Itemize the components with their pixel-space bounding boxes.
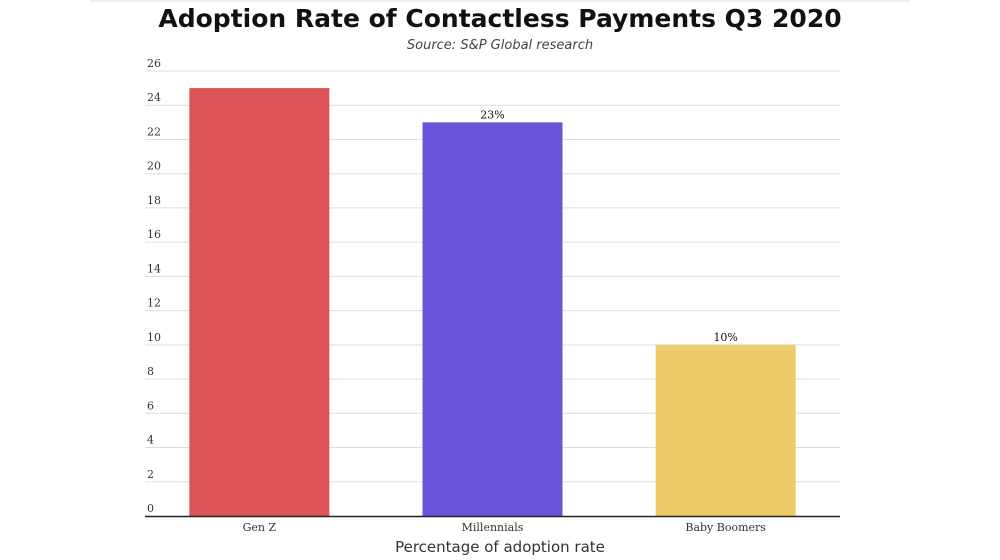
y-tick-label: 18: [147, 194, 161, 207]
bar-baby-boomers: [655, 344, 796, 516]
y-tick-label: 2: [147, 468, 154, 481]
y-tick-label: 16: [147, 228, 161, 241]
y-tick-label: 10: [147, 331, 161, 344]
x-category-label: Millennials: [462, 521, 524, 534]
y-tick-label: 0: [147, 502, 154, 515]
x-axis-title: Percentage of adoption rate: [395, 538, 605, 556]
top-divider: [90, 0, 910, 2]
chart-title: Adoption Rate of Contactless Payments Q3…: [158, 4, 842, 33]
y-tick-label: 8: [147, 365, 154, 378]
y-tick-label: 4: [147, 434, 154, 447]
y-tick-label: 12: [147, 297, 161, 310]
data-label: 10%: [713, 331, 737, 344]
y-tick-label: 24: [147, 91, 161, 104]
x-axis-categories: Gen Z Millennials Baby Boomers: [243, 521, 767, 534]
y-tick-label: 22: [147, 125, 161, 138]
bar-millennials: [422, 122, 563, 516]
bars: [189, 88, 796, 516]
y-tick-label: 26: [147, 57, 161, 70]
y-tick-label: 20: [147, 160, 161, 173]
bar-gen-z: [189, 88, 330, 516]
data-label: 23%: [480, 108, 504, 121]
chart-subtitle: Source: S&P Global research: [406, 38, 594, 53]
x-category-label: Gen Z: [243, 521, 277, 534]
y-tick-label: 14: [147, 262, 161, 275]
data-labels: 23% 10%: [480, 108, 738, 344]
x-category-label: Baby Boomers: [685, 521, 766, 534]
y-tick-label: 6: [147, 399, 154, 412]
